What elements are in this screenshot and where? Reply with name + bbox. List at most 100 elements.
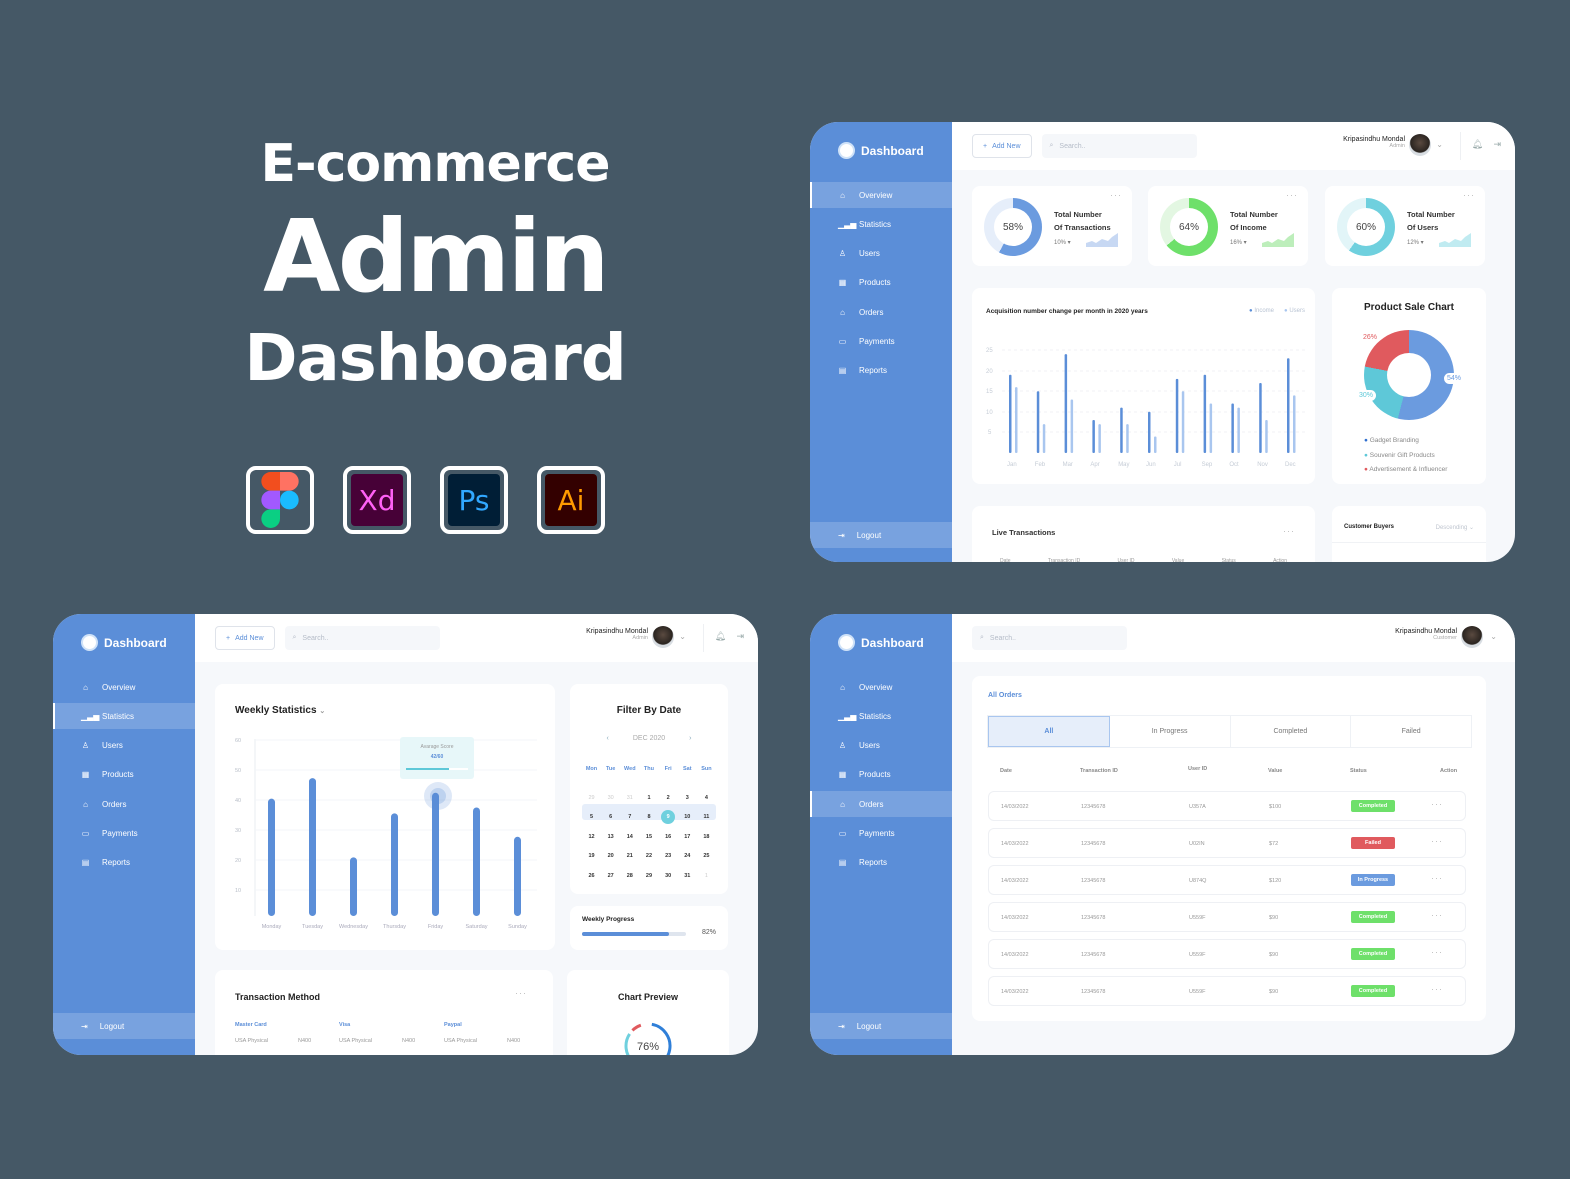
- more-icon[interactable]: ···: [1286, 190, 1298, 200]
- tab-all[interactable]: All: [988, 716, 1110, 747]
- calendar-day[interactable]: 25: [703, 853, 710, 860]
- tab-completed[interactable]: Completed: [1231, 716, 1352, 747]
- calendar-day[interactable]: 6: [609, 814, 613, 821]
- chevron-left-icon[interactable]: ‹: [606, 735, 609, 742]
- chevron-down-icon[interactable]: ⌄: [679, 632, 686, 641]
- calendar-day[interactable]: 19: [588, 853, 595, 860]
- avatar[interactable]: [1461, 626, 1483, 648]
- logout-button[interactable]: ⇥ Logout: [53, 1013, 195, 1039]
- tab-in-progress[interactable]: In Progress: [1110, 716, 1231, 747]
- chevron-right-icon[interactable]: ›: [689, 735, 692, 742]
- calendar-day[interactable]: 16: [665, 833, 672, 840]
- calendar-day[interactable]: 28: [626, 872, 633, 879]
- search-input[interactable]: ⌕ Search..: [1041, 134, 1197, 158]
- sidebar-item-payments[interactable]: ▭ Payments: [81, 828, 138, 838]
- sidebar-item-orders[interactable]: ⌂ Orders: [810, 299, 952, 325]
- table-row[interactable]: 14/03/2022 12345678 U357A $100 Completed ···: [988, 791, 1466, 821]
- user-info[interactable]: Kripasindhu Mondal Admin: [1343, 136, 1405, 149]
- sidebar-item-orders[interactable]: ⌂ Orders: [53, 791, 195, 817]
- calendar-day[interactable]: 31: [626, 794, 633, 801]
- sort-dropdown[interactable]: Descending ⌄: [1435, 525, 1474, 531]
- exit-icon[interactable]: ⇥: [1493, 139, 1501, 149]
- calendar-day[interactable]: 7: [628, 814, 632, 821]
- calendar-day[interactable]: 27: [607, 872, 614, 879]
- calendar-day[interactable]: 22: [645, 853, 653, 860]
- avatar[interactable]: [652, 626, 674, 648]
- sidebar-item-payments[interactable]: ▭ Payments: [838, 828, 895, 838]
- calendar-day[interactable]: 1: [704, 872, 708, 879]
- calendar-day[interactable]: 1: [647, 794, 651, 801]
- calendar-day[interactable]: 23: [665, 853, 672, 860]
- more-icon[interactable]: ···: [1431, 984, 1443, 994]
- sidebar-item-products[interactable]: ▦ Products: [838, 278, 891, 288]
- sidebar-item-users[interactable]: ♙ Users: [81, 741, 123, 751]
- avatar[interactable]: [1409, 134, 1431, 156]
- sidebar-item-overview[interactable]: ⌂ Overview: [810, 674, 952, 700]
- calendar-day[interactable]: 13: [607, 833, 614, 840]
- logout-button[interactable]: ⇥ Logout: [810, 1013, 952, 1039]
- calendar-day[interactable]: 9: [661, 810, 676, 825]
- add-new-button[interactable]: + Add New: [215, 626, 275, 650]
- sidebar-item-payments[interactable]: ▭ Payments: [838, 336, 895, 346]
- chevron-down-icon[interactable]: ⌄: [1490, 632, 1497, 641]
- more-icon[interactable]: ···: [1431, 947, 1443, 957]
- calendar-day[interactable]: 30: [607, 794, 614, 801]
- tab-failed[interactable]: Failed: [1401, 728, 1421, 735]
- sidebar-item-statistics[interactable]: ▁▃▅ Statistics: [838, 711, 892, 721]
- sidebar-item-users[interactable]: ♙ Users: [838, 741, 880, 751]
- calendar-day[interactable]: 5: [589, 814, 594, 821]
- calendar-day[interactable]: 12: [588, 833, 595, 840]
- sidebar-item-overview[interactable]: ⌂ Overview: [810, 182, 952, 208]
- sidebar-item-statistics[interactable]: ▁▃▅ Statistics: [838, 219, 892, 229]
- calendar-day[interactable]: 4: [704, 794, 708, 801]
- add-new-button[interactable]: + Add New: [972, 134, 1032, 158]
- sidebar-item-users[interactable]: ♙ Users: [838, 249, 880, 259]
- logout-button[interactable]: ⇥ Logout: [810, 522, 952, 548]
- exit-icon[interactable]: ⇥: [736, 631, 744, 641]
- bell-icon[interactable]: 🔔︎: [1471, 139, 1483, 149]
- sidebar-item-products[interactable]: ▦ Products: [838, 770, 891, 780]
- calendar-day[interactable]: 11: [703, 814, 710, 821]
- calendar-day[interactable]: 2: [666, 794, 670, 801]
- calendar-day[interactable]: 14: [626, 833, 633, 840]
- table-row[interactable]: 14/03/2022 12345678 U559F $90 Completed ···: [988, 939, 1466, 969]
- more-icon[interactable]: ···: [1431, 799, 1443, 809]
- more-icon[interactable]: ···: [1431, 910, 1443, 920]
- more-icon[interactable]: ···: [1110, 190, 1122, 200]
- calendar-day[interactable]: 29: [645, 872, 653, 879]
- sidebar-item-reports[interactable]: ▤ Reports: [838, 366, 888, 376]
- table-row[interactable]: 14/03/2022 12345678 U02IN $72 Failed ···: [988, 828, 1466, 858]
- calendar-day[interactable]: 31: [684, 872, 691, 879]
- user-info[interactable]: Kripasindhu Mondal Admin: [586, 628, 648, 641]
- sidebar-item-reports[interactable]: ▤ Reports: [81, 858, 131, 868]
- search-input[interactable]: ⌕ Search..: [284, 626, 440, 650]
- table-row[interactable]: 14/03/2022 12345678 U559F $90 Completed ···: [988, 976, 1466, 1006]
- calendar-day[interactable]: 21: [626, 853, 633, 860]
- table-row[interactable]: 14/03/2022 12345678 U559F $90 Completed ···: [988, 902, 1466, 932]
- calendar-day[interactable]: 17: [684, 833, 691, 840]
- calendar-day[interactable]: 24: [684, 853, 691, 860]
- weekly-statistics-dropdown[interactable]: Weekly Statistics ⌄: [235, 705, 326, 716]
- calendar-day[interactable]: 29: [588, 794, 595, 801]
- calendar-day[interactable]: 8: [647, 814, 651, 821]
- more-icon[interactable]: ···: [1463, 190, 1475, 200]
- calendar-day[interactable]: 3: [685, 794, 689, 801]
- calendar-day[interactable]: 30: [665, 872, 672, 879]
- sidebar-item-overview[interactable]: ⌂ Overview: [53, 674, 195, 700]
- sidebar-item-statistics[interactable]: ▁▃▅ Statistics: [53, 703, 195, 730]
- calendar-day[interactable]: 10: [684, 814, 691, 821]
- calendar-day[interactable]: 15: [645, 833, 653, 840]
- calendar-day[interactable]: 18: [703, 833, 710, 840]
- chevron-down-icon[interactable]: ⌄: [1436, 140, 1443, 149]
- sidebar-item-reports[interactable]: ▤ Reports: [838, 858, 888, 868]
- table-row[interactable]: 14/03/2022 12345678 U874Q $120 In Progress ··…: [988, 865, 1466, 895]
- sidebar-item-orders[interactable]: ⌂ Orders: [810, 791, 952, 818]
- bell-icon[interactable]: 🔔︎: [714, 631, 726, 641]
- sidebar-item-products[interactable]: ▦ Products: [81, 770, 134, 780]
- calendar-day[interactable]: 26: [588, 872, 595, 879]
- more-icon[interactable]: ···: [1431, 873, 1443, 883]
- user-info[interactable]: Kripasindhu Mondal Customer: [1395, 628, 1457, 641]
- calendar-day[interactable]: 20: [607, 853, 614, 860]
- search-input[interactable]: ⌕ Search..: [972, 626, 1127, 650]
- more-icon[interactable]: ···: [1283, 526, 1295, 536]
